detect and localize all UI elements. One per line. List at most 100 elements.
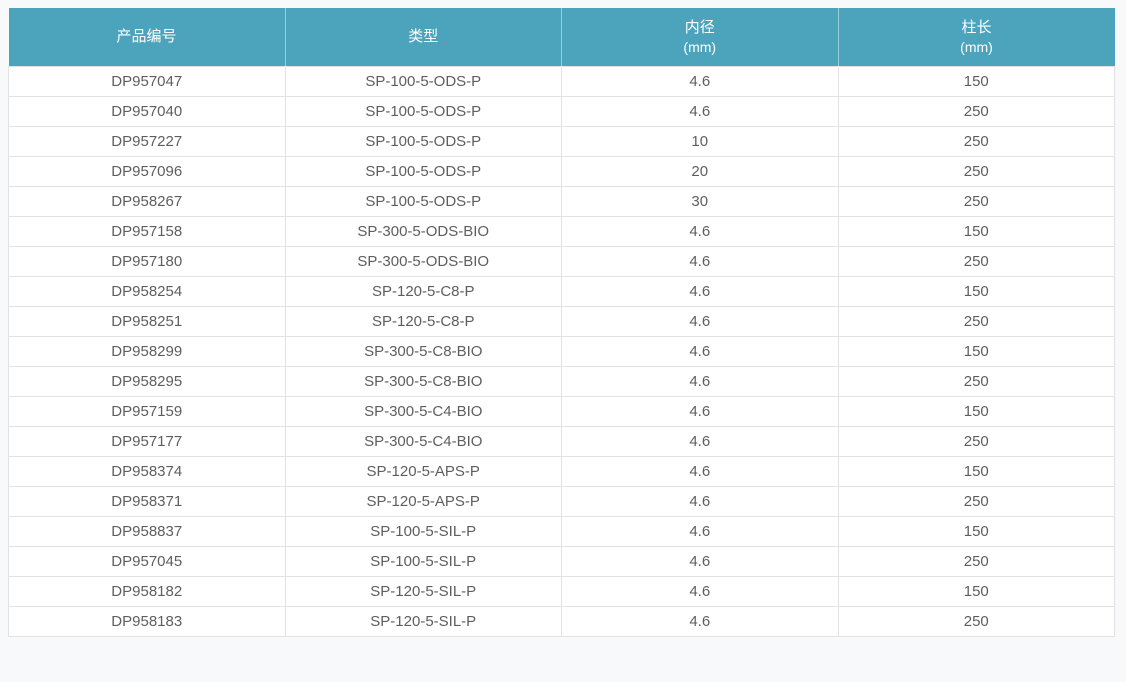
table-row: DP957227 SP-100-5-ODS-P 10 250 [8, 125, 1115, 157]
table-cell: 4.6 [561, 365, 839, 397]
header-row: 产品编号 类型 内径 (mm) 柱长 (mm) [8, 8, 1115, 66]
table-cell: 150 [837, 335, 1115, 367]
table-cell: DP958183 [8, 605, 286, 637]
table-cell: SP-100-5-ODS-P [284, 95, 562, 127]
table-cell: SP-300-5-ODS-BIO [284, 215, 562, 247]
table-cell: 10 [561, 125, 839, 157]
table-cell: 4.6 [561, 485, 839, 517]
table-cell: SP-100-5-ODS-P [284, 185, 562, 217]
table-cell: 4.6 [561, 275, 839, 307]
table-cell: DP958837 [8, 515, 286, 547]
table-cell: 250 [837, 485, 1115, 517]
header-sublabel: (mm) [683, 38, 717, 55]
table-cell: 4.6 [561, 395, 839, 427]
table-cell: DP957159 [8, 395, 286, 427]
table-header: 产品编号 类型 内径 (mm) 柱长 (mm) [8, 8, 1115, 66]
table-row: DP957047 SP-100-5-ODS-P 4.6 150 [8, 65, 1115, 97]
table-cell: 30 [561, 185, 839, 217]
table-cell: 150 [837, 395, 1115, 427]
column-header-type: 类型 [285, 8, 562, 66]
table-cell: SP-120-5-APS-P [284, 485, 562, 517]
table-cell: SP-120-5-APS-P [284, 455, 562, 487]
table-cell: DP958295 [8, 365, 286, 397]
column-header-product-code: 产品编号 [8, 8, 286, 66]
header-label: 产品编号 [116, 27, 177, 45]
table-row: DP957040 SP-100-5-ODS-P 4.6 250 [8, 95, 1115, 127]
table-cell: 4.6 [561, 245, 839, 277]
table-cell: 150 [837, 275, 1115, 307]
table-cell: SP-300-5-ODS-BIO [284, 245, 562, 277]
table-row: DP957045 SP-100-5-SIL-P 4.6 250 [8, 545, 1115, 577]
table-cell: 250 [837, 245, 1115, 277]
table-row: DP958254 SP-120-5-C8-P 4.6 150 [8, 275, 1115, 307]
header-label: 类型 [408, 27, 439, 45]
table-cell: SP-300-5-C8-BIO [284, 335, 562, 367]
table-row: DP957180 SP-300-5-ODS-BIO 4.6 250 [8, 245, 1115, 277]
table-cell: 250 [837, 545, 1115, 577]
table-cell: SP-300-5-C4-BIO [284, 395, 562, 427]
header-sublabel: (mm) [960, 38, 993, 55]
table-cell: 4.6 [561, 215, 839, 247]
table-cell: DP958251 [8, 305, 286, 337]
table-cell: DP957177 [8, 425, 286, 457]
table-cell: 250 [837, 125, 1115, 157]
table-cell: 20 [561, 155, 839, 187]
table-cell: SP-120-5-SIL-P [284, 605, 562, 637]
table-cell: DP958371 [8, 485, 286, 517]
table-row: DP958299 SP-300-5-C8-BIO 4.6 150 [8, 335, 1115, 367]
product-table: 产品编号 类型 内径 (mm) 柱长 (mm) DP957047 SP-100-5… [8, 8, 1115, 637]
table-cell: DP958182 [8, 575, 286, 607]
table-cell: 250 [837, 95, 1115, 127]
table-row: DP958371 SP-120-5-APS-P 4.6 250 [8, 485, 1115, 517]
table-cell: 250 [837, 605, 1115, 637]
table-cell: 150 [837, 455, 1115, 487]
column-header-column-length: 柱长 (mm) [838, 8, 1115, 66]
table-cell: 250 [837, 185, 1115, 217]
table-row: DP958251 SP-120-5-C8-P 4.6 250 [8, 305, 1115, 337]
table-cell: DP957158 [8, 215, 286, 247]
table-row: DP958182 SP-120-5-SIL-P 4.6 150 [8, 575, 1115, 607]
table-cell: 4.6 [561, 515, 839, 547]
header-label: 柱长 [961, 18, 992, 36]
table-cell: SP-100-5-ODS-P [284, 155, 562, 187]
table-cell: 4.6 [561, 545, 839, 577]
table-cell: SP-100-5-ODS-P [284, 125, 562, 157]
table-cell: SP-100-5-ODS-P [284, 65, 562, 97]
table-row: DP958267 SP-100-5-ODS-P 30 250 [8, 185, 1115, 217]
table-cell: 4.6 [561, 95, 839, 127]
table-cell: 150 [837, 65, 1115, 97]
table-body: DP957047 SP-100-5-ODS-P 4.6 150 DP957040 SP-1… [8, 65, 1115, 637]
table-cell: 150 [837, 575, 1115, 607]
table-row: DP957177 SP-300-5-C4-BIO 4.6 250 [8, 425, 1115, 457]
table-cell: DP957227 [8, 125, 286, 157]
table-cell: DP957040 [8, 95, 286, 127]
table-row: DP957096 SP-100-5-ODS-P 20 250 [8, 155, 1115, 187]
table-row: DP958374 SP-120-5-APS-P 4.6 150 [8, 455, 1115, 487]
table-cell: DP957045 [8, 545, 286, 577]
table-cell: 250 [837, 425, 1115, 457]
table-cell: DP958374 [8, 455, 286, 487]
table-cell: SP-120-5-C8-P [284, 275, 562, 307]
table-cell: SP-100-5-SIL-P [284, 515, 562, 547]
table-cell: 150 [837, 215, 1115, 247]
table-cell: 150 [837, 515, 1115, 547]
table-cell: DP957180 [8, 245, 286, 277]
table-cell: 4.6 [561, 455, 839, 487]
table-cell: SP-300-5-C8-BIO [284, 365, 562, 397]
table-cell: 4.6 [561, 575, 839, 607]
table-cell: DP957096 [8, 155, 286, 187]
table-cell: 4.6 [561, 335, 839, 367]
table-row: DP958837 SP-100-5-SIL-P 4.6 150 [8, 515, 1115, 547]
table-cell: SP-120-5-SIL-P [284, 575, 562, 607]
table-cell: 4.6 [561, 65, 839, 97]
table-cell: 4.6 [561, 425, 839, 457]
table-cell: 4.6 [561, 305, 839, 337]
table-cell: DP958267 [8, 185, 286, 217]
table-row: DP957158 SP-300-5-ODS-BIO 4.6 150 [8, 215, 1115, 247]
table-row: DP957159 SP-300-5-C4-BIO 4.6 150 [8, 395, 1115, 427]
header-label: 内径 [684, 18, 715, 36]
table-cell: DP958299 [8, 335, 286, 367]
table-cell: 250 [837, 365, 1115, 397]
table-cell: 4.6 [561, 605, 839, 637]
table-cell: SP-120-5-C8-P [284, 305, 562, 337]
